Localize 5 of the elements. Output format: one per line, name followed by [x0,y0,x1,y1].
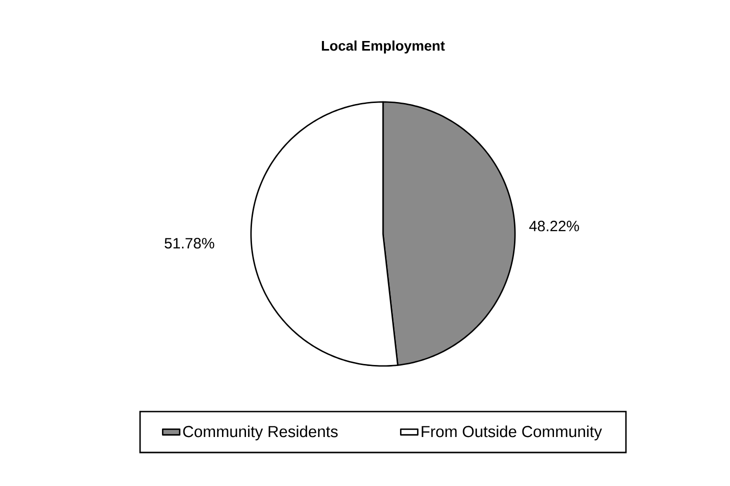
data-label: 48.22% [529,220,579,232]
data-label: 51.78% [164,238,214,248]
legend-label: Community Residents [183,426,338,440]
legend-label: From Outside Community [422,426,602,440]
chart-title: Local Employment [322,40,445,54]
